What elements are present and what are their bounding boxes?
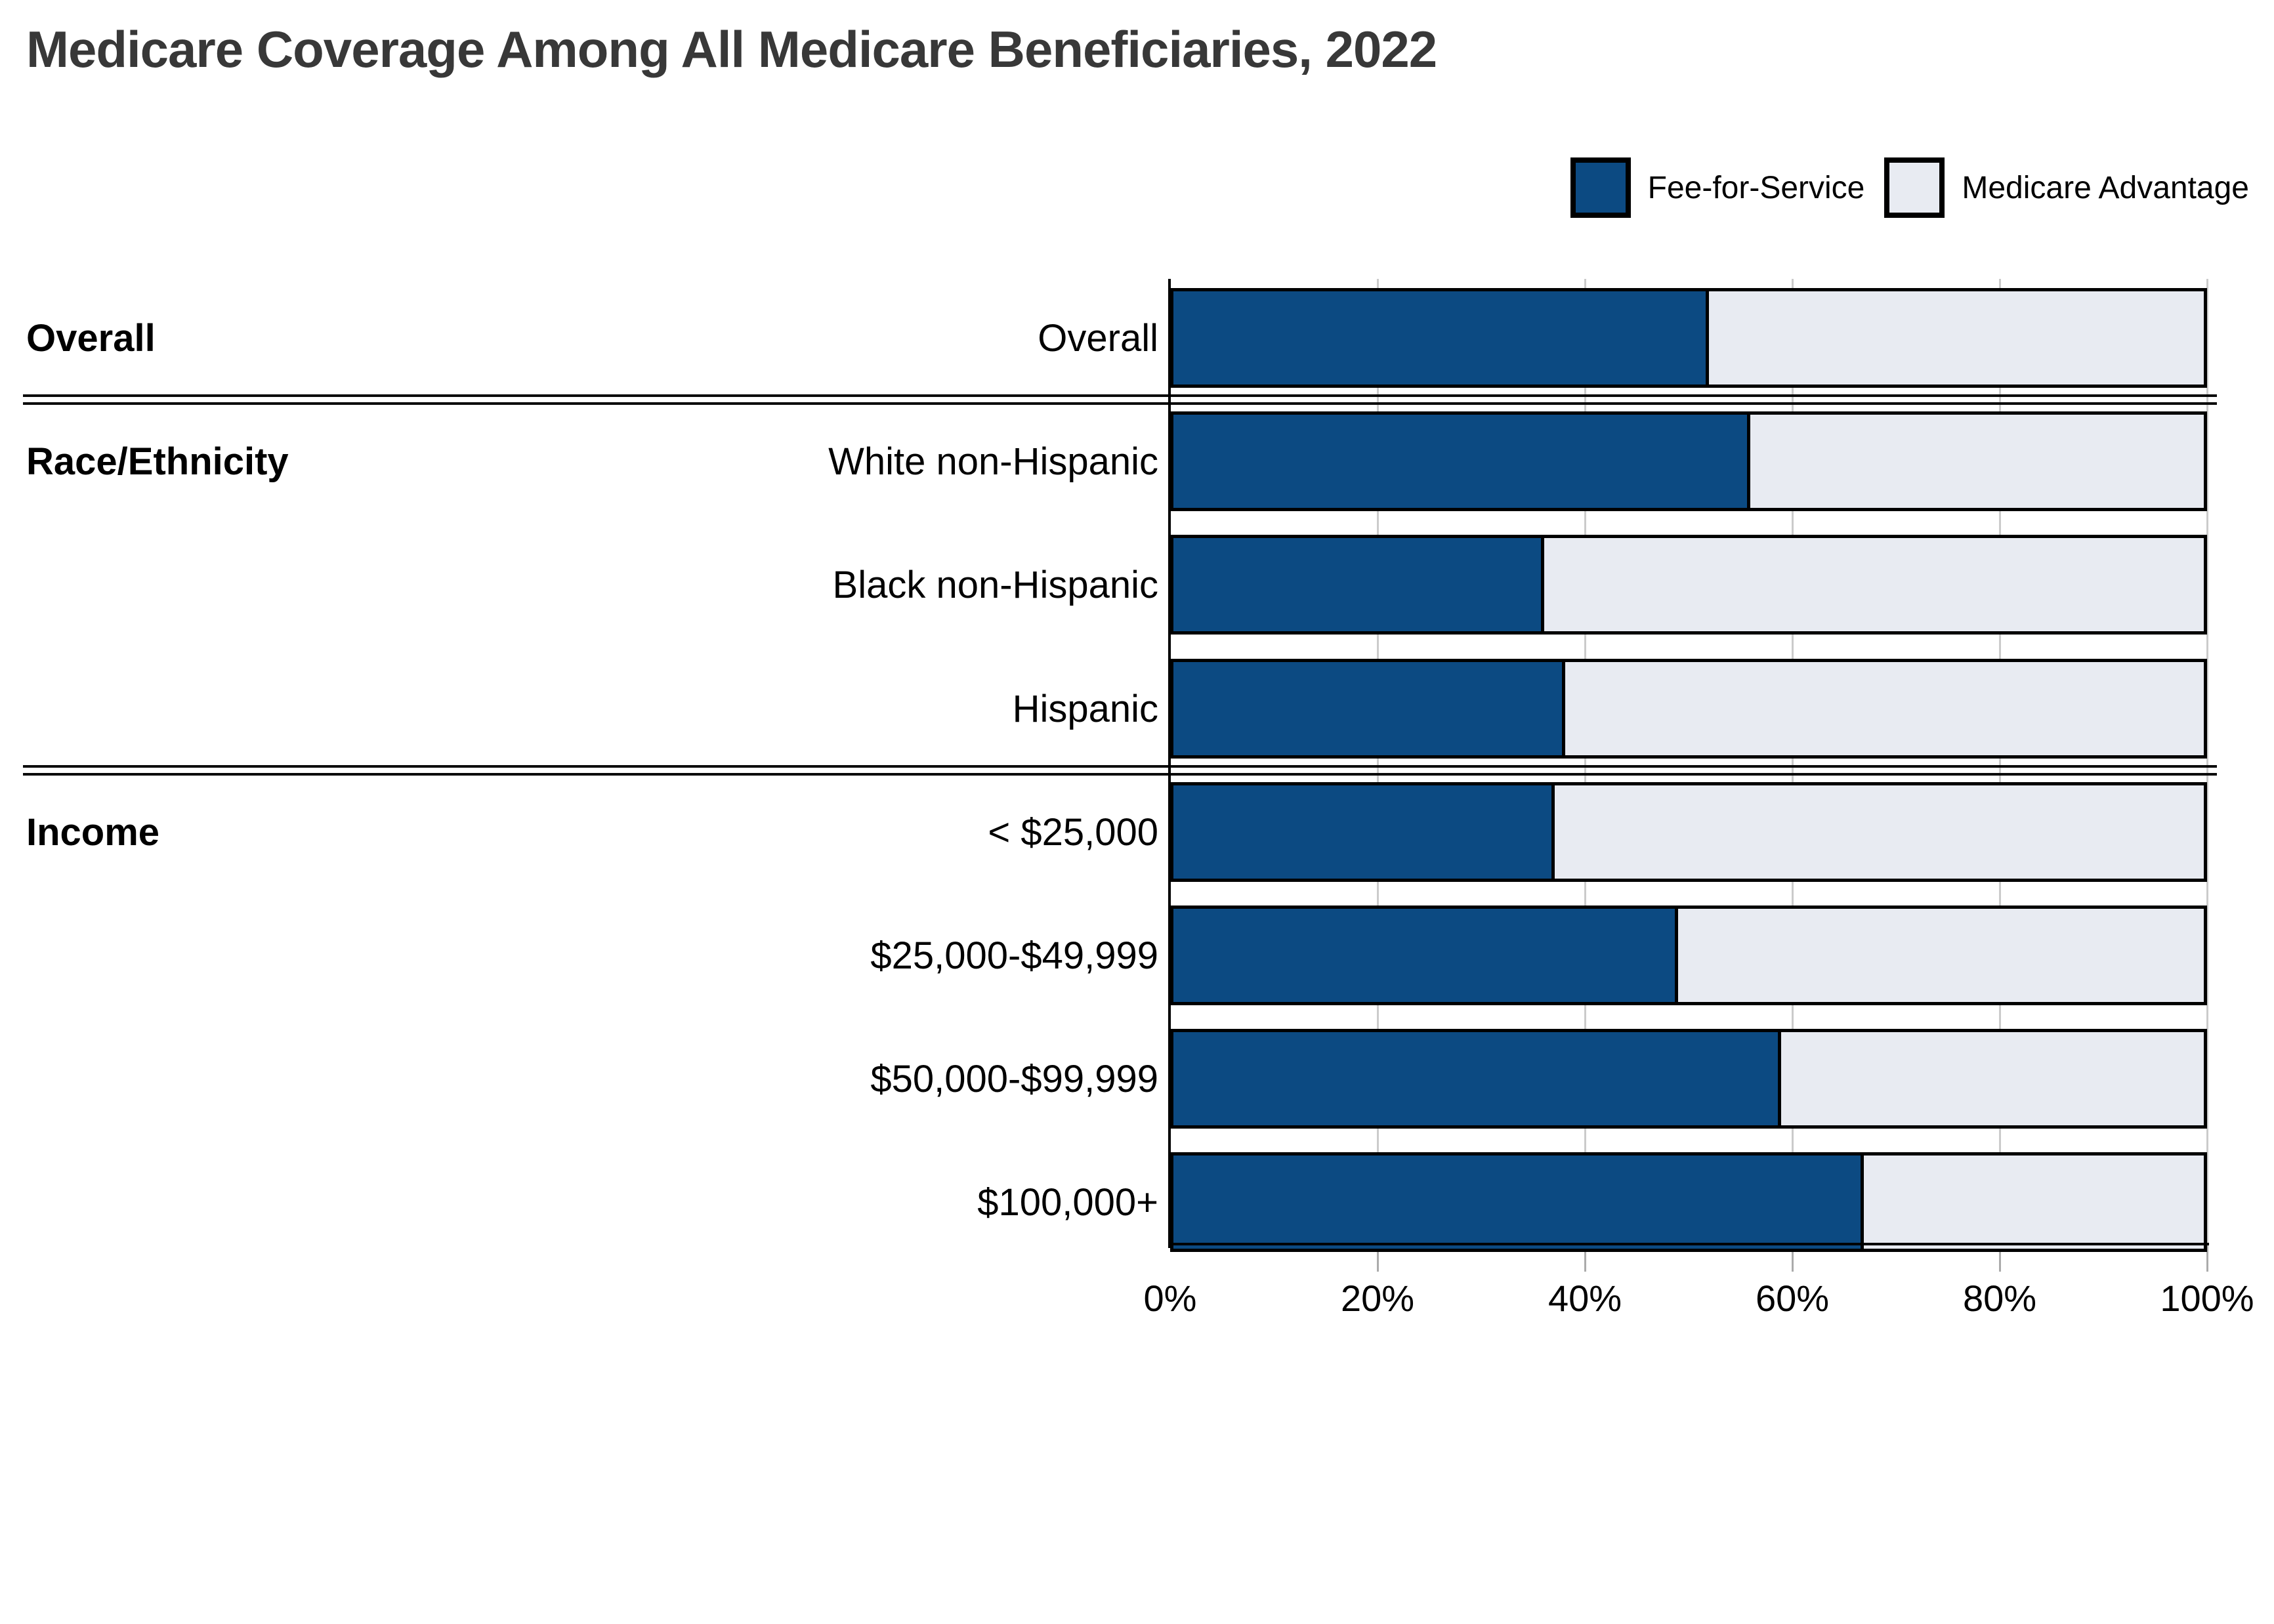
legend-item-fee-for-service: Fee-for-Service xyxy=(1570,157,1865,218)
ma-segment xyxy=(1544,538,2204,631)
category-label: Overall xyxy=(1038,316,1158,360)
ma-segment xyxy=(1554,785,2204,879)
bar-row xyxy=(1170,411,2207,511)
axis-tick-40% xyxy=(1584,1245,1586,1272)
bar-row xyxy=(1170,906,2207,1005)
section-label: Income xyxy=(26,810,160,854)
category-label: Black non-Hispanic xyxy=(832,563,1158,606)
ma-segment xyxy=(1565,662,2204,755)
ma-segment xyxy=(1709,291,2204,385)
legend-item-medicare-advantage: Medicare Advantage xyxy=(1884,157,2249,218)
category-label: $100,000+ xyxy=(977,1180,1158,1224)
x-axis-baseline xyxy=(1168,1243,2209,1245)
ma-segment xyxy=(1863,1156,2204,1249)
ffs-segment xyxy=(1173,662,1565,755)
section-separator xyxy=(23,394,2217,397)
ma-segment xyxy=(1678,909,2204,1002)
bar-row xyxy=(1170,1029,2207,1129)
section-label: Overall xyxy=(26,316,156,360)
ma-segment xyxy=(1781,1032,2204,1125)
section-label: Race/Ethnicity xyxy=(26,440,289,483)
ffs-segment xyxy=(1173,1156,1864,1249)
section-separator xyxy=(23,773,2217,776)
category-label: White non-Hispanic xyxy=(828,440,1158,483)
x-tick-label-20%: 20% xyxy=(1340,1278,1415,1319)
category-label: Hispanic xyxy=(1012,687,1158,730)
legend-swatch-fee-for-service-icon xyxy=(1570,157,1631,218)
ffs-segment xyxy=(1173,291,1710,385)
x-tick-label-0%: 0% xyxy=(1143,1278,1197,1319)
axis-tick-80% xyxy=(1999,1245,2001,1272)
gridline-40% xyxy=(1584,279,1586,1245)
gridline-20% xyxy=(1377,279,1379,1245)
x-tick-label-40%: 40% xyxy=(1548,1278,1622,1319)
ma-segment xyxy=(1750,415,2204,508)
legend: Fee-for-Service Medicare Advantage xyxy=(1570,157,2249,218)
section-separator xyxy=(23,765,2217,768)
ffs-segment xyxy=(1173,909,1679,1002)
ffs-segment xyxy=(1173,538,1545,631)
section-separator xyxy=(23,402,2217,405)
bar-row xyxy=(1170,288,2207,388)
bar-row xyxy=(1170,535,2207,635)
legend-label-fee-for-service: Fee-for-Service xyxy=(1647,170,1865,205)
category-label: $25,000-$49,999 xyxy=(870,934,1158,977)
x-tick-label-100%: 100% xyxy=(2160,1278,2254,1319)
ffs-segment xyxy=(1173,1032,1782,1125)
legend-label-medicare-advantage: Medicare Advantage xyxy=(1962,170,2249,205)
chart-title: Medicare Coverage Among All Medicare Ben… xyxy=(26,20,1437,78)
axis-tick-20% xyxy=(1377,1245,1379,1272)
gridline-60% xyxy=(1792,279,1794,1245)
category-label: $50,000-$99,999 xyxy=(870,1057,1158,1100)
gridline-100% xyxy=(2206,279,2208,1245)
y-axis-line xyxy=(1168,279,1171,1248)
gridline-80% xyxy=(1999,279,2001,1245)
x-tick-label-60%: 60% xyxy=(1755,1278,1830,1319)
bar-row xyxy=(1170,782,2207,882)
ffs-segment xyxy=(1173,415,1751,508)
category-label: < $25,000 xyxy=(988,810,1158,854)
axis-tick-60% xyxy=(1792,1245,1794,1272)
bar-row xyxy=(1170,1152,2207,1252)
axis-tick-100% xyxy=(2206,1245,2208,1272)
legend-swatch-medicare-advantage-icon xyxy=(1884,157,1945,218)
ffs-segment xyxy=(1173,785,1555,879)
x-tick-label-80%: 80% xyxy=(1962,1278,2037,1319)
bar-row xyxy=(1170,659,2207,759)
